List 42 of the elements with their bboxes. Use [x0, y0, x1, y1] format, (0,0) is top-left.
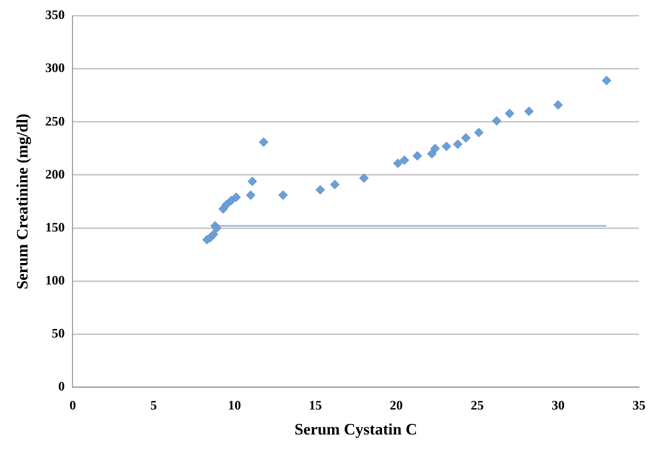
x-tick-label: 35 [632, 397, 646, 412]
point [393, 158, 403, 168]
point [504, 108, 514, 118]
point [492, 116, 502, 126]
point [553, 100, 563, 110]
point [248, 176, 258, 186]
x-tick-label: 0 [69, 397, 76, 412]
x-tick-label: 15 [308, 397, 322, 412]
point [430, 144, 440, 154]
point [359, 173, 369, 183]
point [524, 106, 534, 116]
x-tick-label: 20 [390, 397, 403, 412]
y-tick-label: 300 [45, 60, 65, 76]
x-axis-title: Serum Cystatin C [294, 422, 418, 439]
point [412, 151, 422, 161]
point [278, 190, 288, 200]
x-tick-label: 30 [552, 397, 565, 412]
y-tick-label: 200 [45, 166, 65, 182]
point [208, 230, 218, 240]
point [258, 137, 268, 147]
y-tick-label: 0 [58, 378, 65, 394]
x-tick-label: 10 [228, 397, 241, 412]
y-tick-label: 250 [45, 113, 65, 128]
y-tick-label: 150 [45, 219, 65, 234]
y-tick-label: 50 [52, 326, 65, 340]
point [246, 190, 256, 200]
point [461, 133, 471, 143]
x-tick-label: 25 [470, 397, 484, 412]
point [316, 185, 326, 195]
y-axis-title: Serum Creatinine (mg/dl) [14, 114, 32, 290]
y-tick-label: 100 [45, 272, 65, 288]
x-tick-label: 5 [150, 397, 158, 412]
point [222, 200, 232, 210]
point [453, 139, 463, 149]
point [602, 76, 612, 86]
point [400, 155, 410, 165]
point [427, 149, 437, 158]
point [330, 180, 340, 190]
point [474, 128, 484, 138]
point [442, 142, 452, 152]
y-tick-label: 350 [45, 7, 65, 22]
point [231, 192, 241, 202]
